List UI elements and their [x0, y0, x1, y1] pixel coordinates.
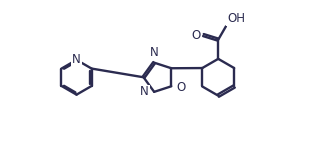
Text: O: O [192, 29, 201, 42]
Text: N: N [72, 53, 81, 66]
Text: N: N [150, 46, 158, 59]
Text: O: O [176, 81, 185, 94]
Text: N: N [140, 85, 149, 98]
Text: OH: OH [227, 12, 245, 25]
